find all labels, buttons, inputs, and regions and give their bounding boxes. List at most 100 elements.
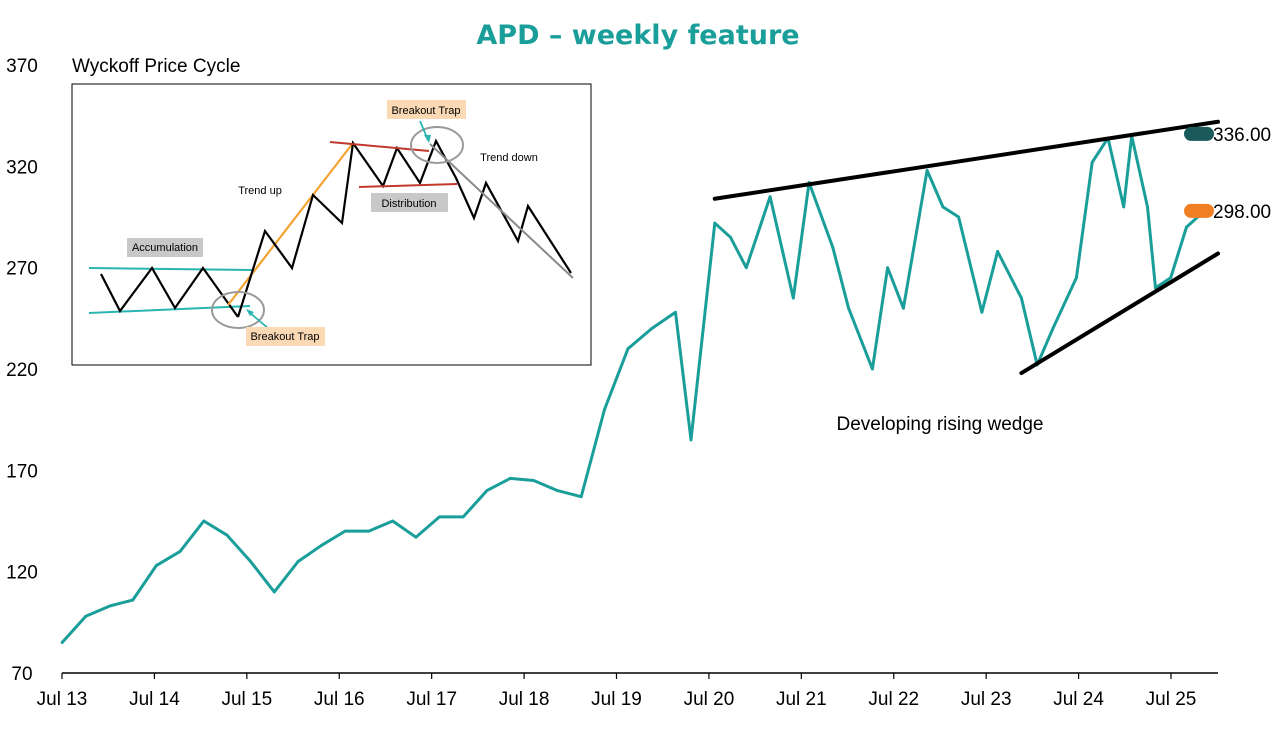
inset-frame [71,83,592,366]
x-tick-label: Jul 19 [591,689,642,710]
price-point [603,408,606,411]
x-tick-label: Jul 24 [1053,689,1104,710]
price-point [485,489,489,492]
price-point [391,519,395,523]
chart-title: APD – weekly feature [476,20,799,51]
price-point [178,550,182,553]
wedge-lower-trendline [1019,251,1220,376]
price-point [84,614,88,618]
trendlines [712,119,1220,376]
trend-down-label: Trend down [480,152,538,164]
price-point [957,215,961,219]
price-point [925,168,929,172]
price-point [272,590,276,594]
inset-title: Wyckoff Price Cycle [72,56,240,77]
price-point [249,560,252,563]
trend-up-label: Trend up [238,185,282,197]
price-point [1020,296,1023,300]
x-tick-label: Jul 14 [129,689,180,710]
x-tick-label: Jul 20 [684,689,735,710]
price-point [414,535,418,539]
price-point [202,519,206,523]
price-point [650,327,654,330]
price-point [1146,205,1149,209]
top-trap-label-box [387,100,466,119]
y-tick-label: 270 [6,259,38,280]
price-callouts: 336.00 298.00 [1184,125,1271,223]
price-point [980,310,984,314]
x-tick-label: Jul 21 [776,689,827,710]
bottom-trap-arrow [248,311,270,330]
top-trap-arrowhead [424,135,431,143]
bottom-trap-circle [211,291,265,329]
x-tick-label: Jul 25 [1146,689,1197,710]
price-point [744,266,748,270]
price-point [689,438,693,442]
wedge-annotation: Developing rising wedge [836,414,1043,435]
wedge-upper-trendline [712,119,1220,201]
price-point [556,489,559,492]
x-tick-label: Jul 23 [961,689,1012,710]
y-tick-label: 220 [6,360,38,381]
price-point [1169,276,1173,280]
x-tick-label: Jul 13 [37,689,88,710]
accumulation-top-line [88,267,253,271]
price-point [1075,276,1078,280]
price-point [831,246,835,249]
x-ticks: Jul 13 Jul 14 Jul 15 Jul 16 Jul 17 Jul 18 Jul … [37,673,1197,710]
y-tick-label: 170 [6,461,38,482]
price-point [225,533,229,537]
price-point [901,306,905,310]
accumulation-label: Accumulation [132,242,198,254]
x-tick-label: Jul 16 [314,689,365,710]
x-tick-label: Jul 18 [499,689,550,710]
price-point [1185,225,1188,229]
price-point [296,560,300,563]
price-point [343,529,347,533]
price-point [626,347,630,351]
price-point [941,205,945,209]
x-tick-label: Jul 17 [406,689,457,710]
price-point [367,529,371,533]
trend-up-line [227,142,354,306]
price-point [1090,160,1094,164]
bottom-trap-label-box [246,327,325,346]
price-point [131,598,135,602]
price-point [674,310,677,314]
price-point [847,306,850,310]
price-point [320,543,324,547]
price-point [508,477,512,480]
trend-down-line [429,143,574,279]
price-point [461,515,465,519]
price-point [791,296,795,300]
top-trap-circle [410,126,464,164]
callout-marker [1184,203,1214,218]
distribution-label-box [371,193,448,212]
accumulation-label-box [127,238,203,257]
bottom-trap-arrowhead [246,309,254,316]
y-tick-label: 70 [11,664,32,685]
callout-label: 298.00 [1213,202,1271,223]
callout-label: 336.00 [1213,125,1271,146]
x-tick-label: Jul 22 [868,689,919,710]
price-point [108,604,111,608]
accumulation-path [100,265,239,318]
price-point [886,266,890,270]
wyckoff-inset: Wyckoff Price Cycle Accumulation Breakou… [71,56,592,366]
price-point [579,495,583,499]
y-tick-label: 120 [6,563,38,584]
price-point [768,195,772,199]
price-point [154,564,158,567]
price-point [438,515,441,519]
y-tick-label: 370 [6,56,38,77]
price-point [870,367,874,371]
price-point [996,250,1000,253]
price-point [729,235,732,239]
price-point [1154,286,1157,290]
price-point [1122,205,1126,209]
price-point [532,479,536,482]
price-point [60,641,64,644]
distribution-bottom-line [358,183,458,188]
price-point [1051,327,1055,330]
